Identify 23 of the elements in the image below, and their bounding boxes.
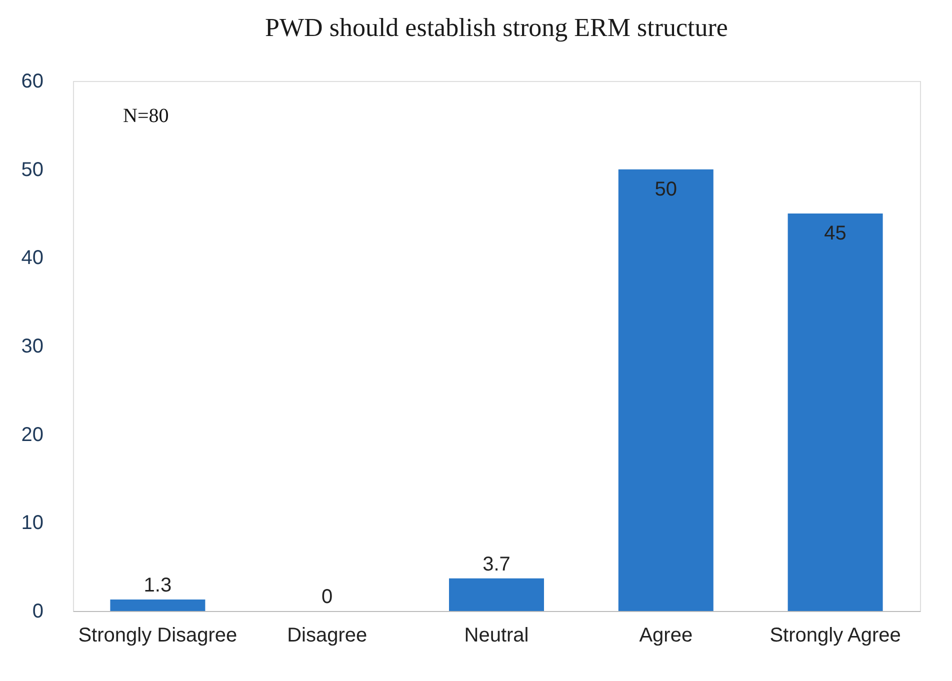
- annotation: N=80: [123, 105, 169, 127]
- y-tick-label: 50: [21, 158, 44, 181]
- x-tick-label: Strongly Agree: [770, 624, 901, 646]
- bar: [788, 214, 883, 611]
- bar: [618, 169, 714, 611]
- data-label: 1.3: [144, 574, 172, 597]
- data-label: 50: [654, 178, 678, 200]
- y-tick-label: 30: [21, 336, 44, 358]
- x-tick-label: Neutral: [464, 624, 529, 646]
- x-tick-label: Agree: [639, 624, 693, 646]
- y-tick-label: 40: [21, 247, 44, 270]
- bar: [110, 600, 206, 611]
- x-tick-label: Disagree: [287, 624, 368, 646]
- data-label: 45: [824, 222, 846, 244]
- y-tick-label: 10: [21, 512, 44, 534]
- data-label: 0: [322, 586, 333, 608]
- y-tick-label: 60: [21, 70, 44, 92]
- data-label: 3.7: [482, 553, 510, 576]
- y-tick-label: 20: [21, 424, 44, 446]
- bar: [449, 578, 544, 611]
- y-tick-label: 0: [32, 600, 44, 622]
- chart-title: PWD should establish strong ERM structure: [265, 13, 728, 42]
- x-tick-label: Strongly Disagree: [78, 624, 238, 646]
